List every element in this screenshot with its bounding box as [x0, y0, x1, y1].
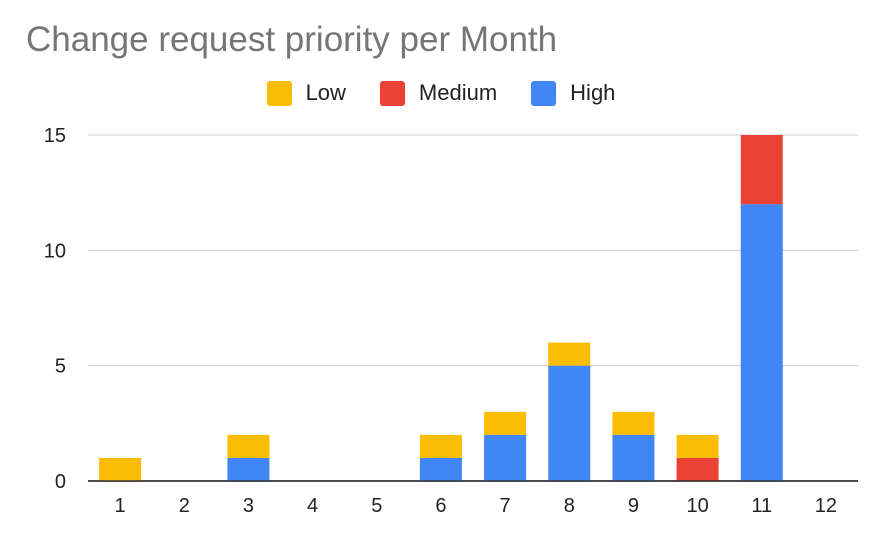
- x-tick-label: 11: [751, 495, 772, 517]
- chart-title: Change request priority per Month: [26, 20, 558, 59]
- bar-low-8: [548, 342, 591, 366]
- legend-swatch-medium: [379, 80, 405, 106]
- bar-low-9: [612, 411, 655, 435]
- x-tick-label: 12: [815, 495, 837, 517]
- x-tick-label: 4: [307, 495, 318, 517]
- bar-low-1: [99, 457, 142, 481]
- y-tick-label: 0: [55, 471, 66, 493]
- y-tick-label: 10: [44, 240, 66, 262]
- bar-low-3: [227, 434, 270, 458]
- legend-item-medium: Medium: [379, 80, 498, 106]
- bar-medium-11: [740, 135, 783, 205]
- x-tick-label: 6: [435, 495, 446, 517]
- x-tick-label: 9: [628, 495, 639, 517]
- x-tick-label: 3: [243, 495, 254, 517]
- bar-high-11: [740, 204, 783, 481]
- x-tick-label: 10: [686, 495, 708, 517]
- legend-item-low: Low: [266, 80, 346, 106]
- x-tick-label: 5: [371, 495, 382, 517]
- x-tick-label: 1: [115, 495, 126, 517]
- legend-item-high: High: [531, 80, 615, 106]
- bar-high-3: [227, 457, 270, 481]
- y-tick-label: 5: [55, 356, 66, 378]
- x-tick-label: 2: [179, 495, 190, 517]
- bar-high-9: [612, 434, 655, 481]
- bar-medium-10: [676, 457, 719, 481]
- bar-low-7: [484, 411, 527, 435]
- legend-label: Low: [305, 80, 346, 105]
- legend-swatch-high: [531, 80, 557, 106]
- bar-high-7: [484, 434, 527, 481]
- legend-label: High: [570, 80, 616, 105]
- x-tick-label: 7: [500, 495, 511, 517]
- legend-label: Medium: [418, 80, 498, 105]
- y-tick-label: 15: [44, 125, 66, 147]
- legend: Low Medium High: [0, 80, 882, 106]
- bar-high-8: [548, 365, 591, 481]
- bar-high-6: [419, 457, 462, 481]
- bar-low-6: [419, 434, 462, 458]
- legend-swatch-low: [266, 80, 292, 106]
- bar-low-10: [676, 434, 719, 458]
- x-tick-label: 8: [564, 495, 575, 517]
